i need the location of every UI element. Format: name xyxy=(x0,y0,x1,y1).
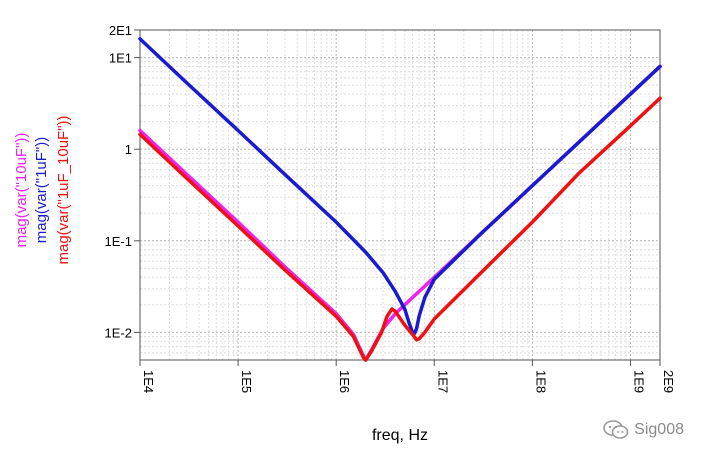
legend-entry-2: mag(var("1uF")) xyxy=(33,137,50,244)
legend-entry-3: mag(var("1uF_10uF")) xyxy=(55,115,72,264)
x-tick-label: 2E9 xyxy=(661,370,676,393)
wechat-icon xyxy=(603,420,629,439)
x-tick-label: 1E5 xyxy=(239,370,254,393)
plot-border xyxy=(139,29,661,361)
y-axis: 2E1 1E1 1 1E-1 1E-2 xyxy=(105,23,140,340)
legend-entry-1: mag(var("10uF")) xyxy=(13,133,30,248)
x-tick-label: 1E8 xyxy=(533,370,548,393)
y-tick-label: 1E-1 xyxy=(105,234,132,249)
y-tick-label: 2E1 xyxy=(109,23,132,38)
x-tick-label: 1E7 xyxy=(435,370,450,393)
legend: mag(var("10uF")) mag(var("1uF")) mag(var("… xyxy=(13,115,72,264)
watermark-text: Sig008 xyxy=(634,421,684,438)
watermark: Sig008 xyxy=(603,420,684,440)
y-tick-label: 1E1 xyxy=(109,51,132,66)
y-tick-label: 1 xyxy=(125,142,132,157)
x-tick-label: 1E4 xyxy=(141,370,156,393)
series-group xyxy=(138,37,662,362)
x-axis: 1E4 1E5 1E6 1E7 1E8 1E9 2E9 xyxy=(139,360,676,393)
plot-frame xyxy=(139,29,661,361)
x-axis-label: freq, Hz xyxy=(372,427,428,444)
x-tick-label: 1E9 xyxy=(631,370,646,393)
x-tick-label: 1E6 xyxy=(337,370,352,393)
series-line-3 xyxy=(138,96,662,362)
y-tick-label: 1E-2 xyxy=(105,325,132,340)
